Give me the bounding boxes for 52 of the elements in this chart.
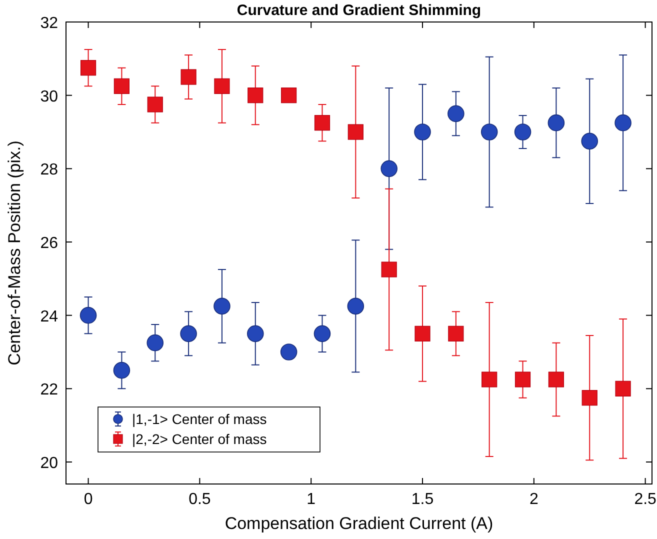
point (448, 326, 464, 342)
y-tick-label: 24 (40, 308, 58, 326)
point (414, 326, 430, 342)
point (514, 372, 531, 388)
point (514, 124, 532, 140)
point (80, 306, 97, 324)
point (614, 114, 632, 132)
point (180, 69, 196, 85)
x-tick-label: 0.5 (188, 491, 211, 508)
point (348, 124, 364, 140)
point (146, 334, 164, 352)
point (414, 124, 431, 140)
point (480, 124, 498, 140)
point (448, 105, 464, 122)
x-axis-title: Compensation Gradient Current (A) (224, 514, 494, 533)
y-tick-label: 30 (40, 88, 58, 106)
point (548, 114, 565, 132)
point (615, 380, 631, 396)
chart-title: Curvature and Gradient Shimming (236, 2, 482, 19)
point (80, 60, 96, 76)
point (214, 78, 230, 94)
y-tick-label: 22 (40, 382, 58, 399)
point (281, 88, 297, 104)
y-tick-label: 26 (40, 235, 58, 252)
point (280, 344, 298, 360)
point (114, 78, 130, 94)
y-axis-title: Center-of-Mass Position (pix.) (5, 140, 24, 366)
legend-label: |2,-2> Center of mass (132, 431, 267, 447)
x-tick-label: 1.5 (411, 491, 434, 508)
y-tick-label: 20 (40, 455, 58, 472)
point (314, 325, 331, 342)
point (482, 372, 498, 388)
legend-label: |1,-1> Center of mass (132, 411, 267, 427)
point (314, 115, 330, 131)
point (581, 132, 598, 150)
point (347, 298, 364, 315)
y-tick-label: 32 (40, 15, 58, 32)
point (246, 325, 264, 342)
point (381, 262, 397, 278)
point (380, 160, 398, 178)
point (248, 88, 264, 104)
point (582, 390, 598, 406)
point (147, 96, 163, 112)
point (180, 325, 197, 342)
x-tick-label: 2 (529, 491, 538, 508)
point (214, 298, 230, 315)
x-tick-label: 0 (84, 491, 93, 508)
x-tick-label: 1 (306, 491, 316, 508)
point (548, 372, 564, 388)
y-tick-label: 28 (40, 162, 58, 179)
x-tick-label: 2.5 (634, 491, 657, 508)
point (113, 362, 130, 379)
